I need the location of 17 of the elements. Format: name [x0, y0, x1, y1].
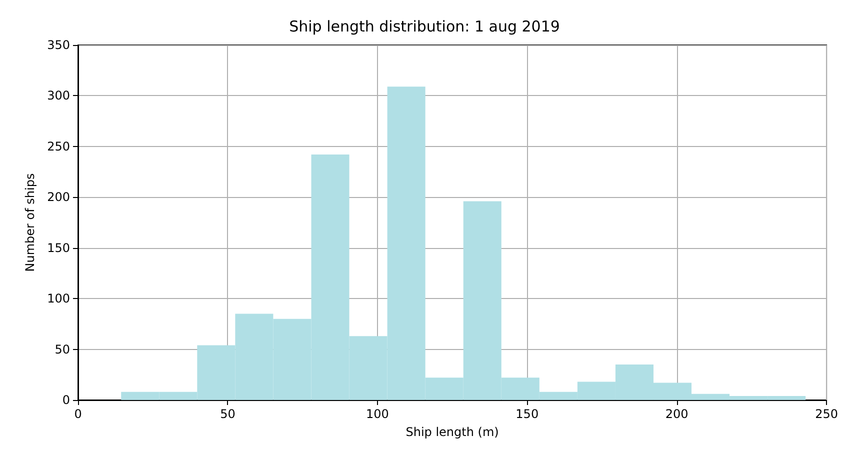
y-tick-label: 150 [47, 240, 70, 255]
y-tick-label: 100 [47, 292, 70, 306]
chart-title: Ship length distribution: 1 aug 2019 [289, 18, 560, 36]
x-tick-label: 200 [665, 407, 688, 421]
x-tick-label: 100 [366, 407, 389, 421]
x-tick-label: 250 [815, 407, 838, 421]
y-axis-title: Number of ships [23, 173, 37, 272]
x-tick-label: 50 [220, 407, 236, 421]
x-axis-title: Ship length (m) [406, 425, 499, 439]
x-tick-label: 150 [516, 407, 539, 421]
y-tick-label: 350 [47, 38, 70, 52]
y-tick-label: 50 [54, 342, 70, 356]
y-tick-label: 0 [62, 393, 70, 407]
y-tick-label: 200 [47, 190, 70, 204]
y-tick-label: 300 [47, 88, 70, 103]
y-tick-label: 250 [47, 139, 70, 154]
x-tick-label: 0 [74, 407, 82, 421]
